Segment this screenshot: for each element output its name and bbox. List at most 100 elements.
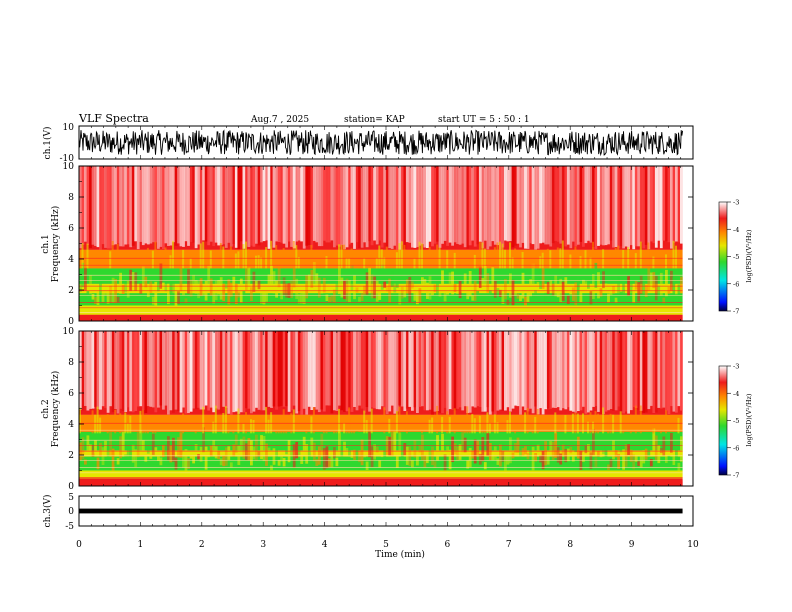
spectrogram-column xyxy=(317,331,321,413)
spectrogram-column xyxy=(315,331,319,410)
spectrogram-mottle xyxy=(272,448,276,465)
spectrogram-band xyxy=(79,305,683,315)
spectrogram-spike xyxy=(478,241,481,269)
spectrogram-column xyxy=(443,331,447,408)
spectrogram-mottle xyxy=(612,440,615,460)
spectrogram-mottle xyxy=(471,450,475,459)
spectrogram-spike xyxy=(486,412,489,434)
spectrogram-spike xyxy=(242,244,245,269)
spectrogram-column xyxy=(574,166,578,247)
spectrogram-spike xyxy=(247,249,250,269)
spectrogram-spike xyxy=(624,256,627,269)
spectrogram-mottle xyxy=(144,454,148,462)
spectrogram-mottle xyxy=(504,452,507,471)
spectrogram-spike xyxy=(438,247,441,269)
spectrogram-column xyxy=(368,331,371,412)
spectrogram-mottle xyxy=(416,289,419,305)
x-tick-label: 10 xyxy=(687,540,699,550)
spectrogram-spike xyxy=(345,422,348,434)
spectrogram-mottle xyxy=(514,290,517,296)
spectrogram-mottle xyxy=(614,297,618,303)
spectrogram-column xyxy=(589,166,593,243)
spectrogram-column xyxy=(94,166,97,246)
spectrogram-mottle xyxy=(94,440,97,454)
spectrogram-column xyxy=(604,331,608,412)
spectrogram-column xyxy=(192,331,195,409)
spectrogram-column xyxy=(654,166,658,248)
spectrogram-column xyxy=(504,331,507,411)
spectrogram-column xyxy=(162,331,165,410)
spectrogram-spike xyxy=(91,410,94,434)
spectrogram-column xyxy=(488,331,492,415)
ch3-waveform-ytick-bottom: -5 xyxy=(65,522,74,532)
spectrogram-mottle xyxy=(224,447,228,466)
spectrogram-column xyxy=(466,166,470,249)
spectrogram-spike xyxy=(222,246,225,269)
spectrogram-mottle xyxy=(136,431,140,458)
spectrogram-mottle xyxy=(509,437,512,464)
spectrogram-mottle xyxy=(441,433,444,455)
spectrogram-column xyxy=(516,331,520,407)
colorbar-tick-label: -3 xyxy=(733,363,739,371)
spectrogram-column xyxy=(91,331,95,409)
spectrogram-column xyxy=(519,331,522,415)
spectrogram-mottle xyxy=(556,285,560,298)
spectrogram-column xyxy=(282,166,286,244)
spectrogram-mottle xyxy=(546,281,550,295)
spectrogram-mottle xyxy=(478,453,482,465)
spectrogram-column xyxy=(239,331,243,413)
spectrogram-column xyxy=(182,166,185,247)
spectrogram-column xyxy=(295,166,299,242)
spectrogram-column xyxy=(637,331,641,411)
spectrogram-mottle xyxy=(421,434,424,461)
spectrogram-column xyxy=(380,331,384,407)
spectrogram-mottle xyxy=(325,446,329,469)
spectrogram-column xyxy=(559,331,563,411)
spectrogram-column xyxy=(634,331,638,408)
spectrogram-column xyxy=(141,166,145,246)
colorbar-tick-label: -4 xyxy=(733,390,739,398)
spectrogram-mottle xyxy=(519,449,522,457)
spectrogram-spike xyxy=(99,417,102,434)
spectrogram-column xyxy=(594,166,598,249)
spectrogram-spike xyxy=(589,412,592,434)
x-tick-label: 7 xyxy=(506,540,512,550)
spectrogram-spike xyxy=(587,421,589,434)
spectrogram-column xyxy=(398,166,402,250)
spectrogram-column xyxy=(388,166,392,249)
spectrogram-spike xyxy=(154,241,157,269)
spectrogram-column xyxy=(373,166,376,241)
spectrogram-column xyxy=(448,166,452,243)
spectrogram-mottle xyxy=(167,436,170,461)
spectrogram-spike xyxy=(473,418,476,434)
spectrogram-column xyxy=(478,331,482,407)
spectrogram-mottle xyxy=(252,446,256,460)
spectrogram-column xyxy=(599,166,603,245)
spectrogram-column xyxy=(493,331,497,415)
spectrogram-mottle xyxy=(280,452,283,462)
spectrogram-mottle xyxy=(672,277,676,303)
spectrogram-mottle xyxy=(428,447,432,471)
spectrogram-column xyxy=(172,166,175,243)
spectrogram-column xyxy=(587,331,590,413)
spectrogram-column xyxy=(556,331,560,408)
spectrogram-mottle xyxy=(310,437,314,452)
spectrogram-column xyxy=(383,166,387,243)
spectrogram-column xyxy=(476,331,480,407)
spectrogram-mottle xyxy=(285,443,288,455)
spectrogram-column xyxy=(197,331,200,408)
spectrogram-mottle xyxy=(307,274,311,290)
spectrogram-mottle xyxy=(164,277,168,292)
spectrogram-mottle xyxy=(114,457,117,465)
spectrogram-spike xyxy=(164,247,167,269)
spectrogram-spike xyxy=(675,245,677,269)
ch1-colorbar xyxy=(718,201,728,312)
spectrogram-column xyxy=(169,331,173,411)
spectrogram-mottle xyxy=(564,277,568,292)
spectrogram-mottle xyxy=(194,444,198,456)
spectrogram-spike xyxy=(348,407,351,434)
spectrogram-mottle xyxy=(192,274,195,294)
spectrogram-mottle xyxy=(604,283,608,294)
spectrogram-column xyxy=(375,166,379,245)
